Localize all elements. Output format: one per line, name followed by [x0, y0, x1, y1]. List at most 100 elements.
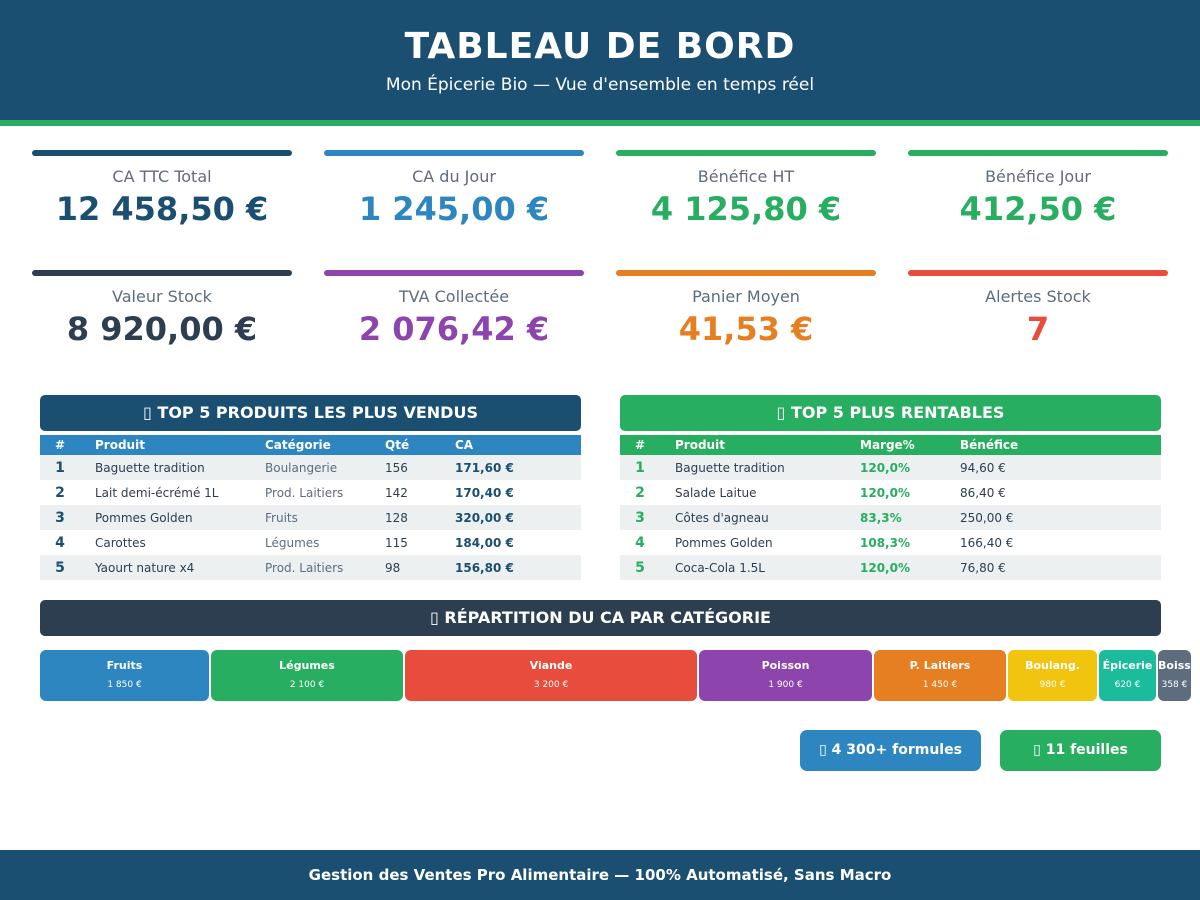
quantity: 128: [385, 505, 455, 530]
kpi-accent-bar: [616, 150, 876, 156]
kpi-value: 2 076,42 €: [358, 310, 550, 348]
kpi-label: Bénéfice Jour: [985, 167, 1091, 186]
kpi-accent-bar: [32, 270, 292, 276]
footer: Gestion des Ventes Pro Alimentaire — 100…: [0, 850, 1200, 900]
sheets-badge[interactable]: ▯ 11 feuilles: [1000, 730, 1161, 771]
col-header: Bénéfice: [960, 438, 1019, 452]
col-header: Produit: [95, 438, 145, 452]
profit: 94,60 €: [960, 455, 1161, 480]
kpi-label: Alertes Stock: [985, 287, 1091, 306]
category-name: Poisson: [761, 659, 810, 672]
col-header: Qté: [385, 438, 410, 452]
product: Carottes: [95, 535, 146, 550]
category-segment: Viande 3 200 €: [405, 650, 697, 701]
category-name: Fruits: [106, 659, 143, 672]
col-header: #: [634, 438, 646, 452]
margin: 120,0%: [860, 485, 910, 500]
rank: 2: [635, 484, 645, 501]
revenue: 156,80 €: [455, 555, 581, 580]
money-icon: ▯: [776, 403, 786, 422]
table-row: 4 Pommes Golden 108,3% 166,40 €: [620, 530, 1161, 555]
category-segment: P. Laitiers 1 450 €: [874, 650, 1006, 701]
profit: 86,40 €: [960, 485, 1006, 500]
revenue: 171,60 €: [455, 455, 581, 480]
col-header: #: [54, 438, 66, 452]
quantity: 115: [385, 535, 408, 550]
table-row: 2 Salade Laitue 120,0% 86,40 €: [620, 480, 1161, 505]
kpi-label: Panier Moyen: [692, 287, 800, 306]
top-profit-panel: ▯ TOP 5 PLUS RENTABLES # Produit Marge% …: [620, 395, 1161, 580]
category-segment: Boulang. 980 €: [1008, 650, 1097, 701]
kpi-card: Panier Moyen 41,53 €: [616, 270, 876, 348]
product: Lait demi-écrémé 1L: [95, 485, 219, 500]
kpi-accent-bar: [324, 150, 584, 156]
top-sold-table: # Produit Catégorie Qté CA 1 Baguette tra…: [40, 435, 581, 580]
product: Salade Laitue: [675, 485, 757, 500]
col-header: Marge%: [860, 438, 915, 452]
category-value: 2 100 €: [289, 680, 325, 690]
product: Pommes Golden: [80, 505, 265, 530]
kpi-card: Alertes Stock 7: [908, 270, 1168, 348]
category-name: Légumes: [279, 659, 335, 672]
header: TABLEAU DE BORD Mon Épicerie Bio — Vue d…: [0, 0, 1200, 126]
profit: 76,80 €: [960, 555, 1161, 580]
category-value: 358 €: [1161, 680, 1188, 690]
category: Prod. Laitiers: [265, 485, 344, 500]
formula-icon: ▯: [819, 742, 827, 758]
category-name: Boisson: [1158, 659, 1191, 672]
profit: 250,00 €: [960, 505, 1161, 530]
kpi-value: 8 920,00 €: [66, 310, 258, 348]
category-segment: Légumes 2 100 €: [211, 650, 403, 701]
kpi-value: 7: [1026, 310, 1050, 348]
table-row: 1 Baguette tradition Boulangerie 156 171,60 …: [40, 455, 581, 480]
formulas-badge[interactable]: ▯ 4 300+ formules: [800, 730, 981, 771]
kpi-card: Bénéfice HT 4 125,80 €: [616, 150, 876, 228]
trophy-icon: ▯: [143, 403, 152, 422]
profit: 166,40 €: [960, 535, 1014, 550]
page-title: TABLEAU DE BORD: [404, 26, 796, 67]
category-value: 3 200 €: [533, 680, 569, 690]
top-profit-title: ▯ TOP 5 PLUS RENTABLES: [620, 395, 1161, 431]
rank: 4: [635, 534, 645, 551]
top-profit-table: # Produit Marge% Bénéfice 1 Baguette trad…: [620, 435, 1161, 580]
kpi-value: 4 125,80 €: [650, 190, 842, 228]
revenue: 184,00 €: [455, 535, 514, 550]
rank: 4: [55, 534, 65, 551]
margin: 120,0%: [860, 455, 960, 480]
category: Boulangerie: [265, 455, 385, 480]
table-row: 5 Coca-Cola 1.5L 120,0% 76,80 €: [620, 555, 1161, 580]
table-row: 1 Baguette tradition 120,0% 94,60 €: [620, 455, 1161, 480]
page-subtitle: Mon Épicerie Bio — Vue d'ensemble en tem…: [385, 75, 815, 95]
kpi-label: TVA Collectée: [398, 287, 510, 306]
kpi-value: 1 245,00 €: [358, 190, 550, 228]
rank: 5: [620, 555, 660, 580]
category-segment: Épicerie 620 €: [1099, 650, 1156, 701]
kpi-label: Bénéfice HT: [697, 167, 795, 186]
margin: 83,3%: [860, 505, 960, 530]
category-segment: Fruits 1 850 €: [40, 650, 209, 701]
category: Prod. Laitiers: [265, 555, 385, 580]
category-segment: Poisson 1 900 €: [699, 650, 872, 701]
kpi-card: Bénéfice Jour 412,50 €: [908, 150, 1168, 228]
product: Baguette tradition: [80, 455, 265, 480]
category-value: 980 €: [1039, 680, 1066, 690]
kpi-card: CA du Jour 1 245,00 €: [324, 150, 584, 228]
kpi-value: 41,53 €: [678, 310, 814, 348]
top-sold-title: ▯ TOP 5 PRODUITS LES PLUS VENDUS: [40, 395, 581, 431]
product: Côtes d'agneau: [660, 505, 860, 530]
kpi-accent-bar: [908, 150, 1168, 156]
category-name: Boulang.: [1025, 659, 1080, 672]
kpi-accent-bar: [32, 150, 292, 156]
table-row: 4 Carottes Légumes 115 184,00 €: [40, 530, 581, 555]
rank: 1: [40, 455, 80, 480]
category-value: 1 450 €: [922, 680, 958, 690]
rank: 2: [55, 484, 65, 501]
kpi-accent-bar: [324, 270, 584, 276]
kpi-value: 412,50 €: [959, 190, 1117, 228]
kpi-label: Valeur Stock: [112, 287, 212, 306]
category-section-title: ▯ RÉPARTITION DU CA PAR CATÉGORIE: [40, 600, 1161, 636]
kpi-card: Valeur Stock 8 920,00 €: [32, 270, 292, 348]
rank: 3: [40, 505, 80, 530]
quantity: 156: [385, 455, 455, 480]
product: Baguette tradition: [660, 455, 860, 480]
